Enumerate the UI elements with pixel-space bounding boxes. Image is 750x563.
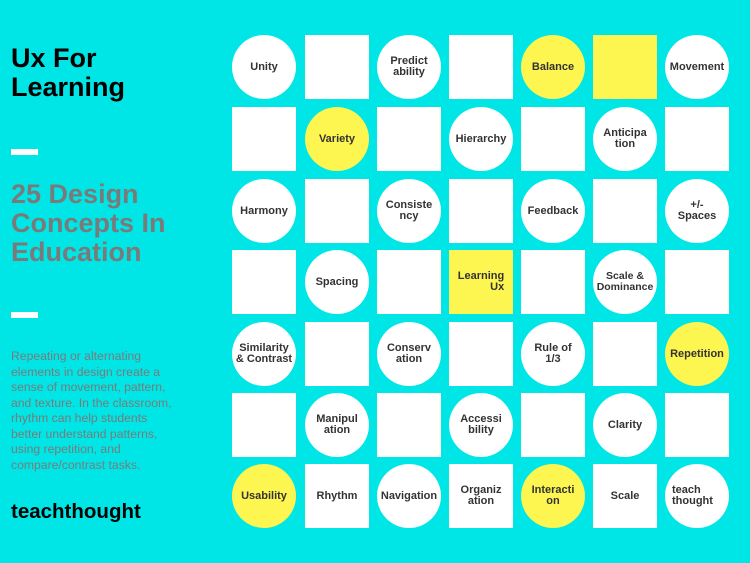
concept-tile-square-blank <box>232 393 296 457</box>
concept-tile-square-blank <box>449 322 513 386</box>
concept-tile-square-blank <box>665 393 729 457</box>
concept-tile-square-blank <box>521 250 585 314</box>
concept-tile-square-learning-ux: Learning Ux <box>449 250 513 314</box>
concept-tile-circle-balance: Balance <box>521 35 585 99</box>
concept-tile-circle-manipul-ation: Manipul ation <box>305 393 369 457</box>
concept-tile-circle-feedback: Feedback <box>521 179 585 243</box>
concept-tile-circle-interacti-on: Interacti on <box>521 464 585 528</box>
concept-tile-circle-spacing: Spacing <box>305 250 369 314</box>
concept-tile-circle-scale-dominance: Scale & Dominance <box>593 250 657 314</box>
concept-tile-square-organiz-ation: Organiz ation <box>449 464 513 528</box>
concept-tile-circle-rule-of-1-3: Rule of 1/3 <box>521 322 585 386</box>
concept-tile-circle-hierarchy: Hierarchy <box>449 107 513 171</box>
concept-tile-circle-unity: Unity <box>232 35 296 99</box>
concept-tile-square-blank <box>377 393 441 457</box>
divider-dash <box>11 149 38 155</box>
concept-tile-circle-similarity-contrast: Similarity & Contrast <box>232 322 296 386</box>
concept-tile-circle-conserv-ation: Conserv ation <box>377 322 441 386</box>
concept-tile-square-scale: Scale <box>593 464 657 528</box>
concept-tile-square-blank <box>449 35 513 99</box>
concept-tile-square-blank <box>593 322 657 386</box>
page-title: Ux For Learning <box>11 43 126 102</box>
concept-tile-square-blank <box>232 107 296 171</box>
concept-tile-square-rhythm: Rhythm <box>305 464 369 528</box>
concept-tile-circle-anticipa-tion: Anticipa tion <box>593 107 657 171</box>
concept-tile-square-blank <box>377 107 441 171</box>
concept-tile-square-blank <box>665 250 729 314</box>
concept-tile-square-blank <box>593 179 657 243</box>
concept-tile-square-blank <box>232 250 296 314</box>
concept-tile-circle-navigation: Navigation <box>377 464 441 528</box>
concept-tile-square-blank <box>377 250 441 314</box>
concept-tile-square-blank <box>305 322 369 386</box>
concept-tile-square-blank <box>593 35 657 99</box>
concept-tile-circle-spaces: +/- Spaces <box>665 179 729 243</box>
concept-tile-circle-harmony: Harmony <box>232 179 296 243</box>
concept-tile-circle-teach-thought: teach thought <box>665 464 729 528</box>
concept-tile-circle-movement: Movement <box>665 35 729 99</box>
concept-tile-circle-predict-ability: Predict ability <box>377 35 441 99</box>
description-text: Repeating or alternating elements in des… <box>11 349 172 472</box>
divider-dash <box>11 312 38 318</box>
concept-tile-circle-clarity: Clarity <box>593 393 657 457</box>
concept-tile-square-blank <box>305 179 369 243</box>
concept-tile-square-blank <box>305 35 369 99</box>
concept-tile-circle-consiste-ncy: Consiste ncy <box>377 179 441 243</box>
concept-tile-circle-variety: Variety <box>305 107 369 171</box>
concept-tile-circle-usability: Usability <box>232 464 296 528</box>
concept-tile-square-blank <box>521 393 585 457</box>
concept-tile-square-blank <box>449 179 513 243</box>
concept-tile-square-blank <box>665 107 729 171</box>
concept-tile-circle-repetition: Repetition <box>665 322 729 386</box>
concept-tile-circle-accessi-bility: Accessi bility <box>449 393 513 457</box>
concept-tile-square-blank <box>521 107 585 171</box>
page-subtitle: 25 Design Concepts In Education <box>11 179 166 267</box>
brand-logo-text: teachthought <box>11 500 141 523</box>
